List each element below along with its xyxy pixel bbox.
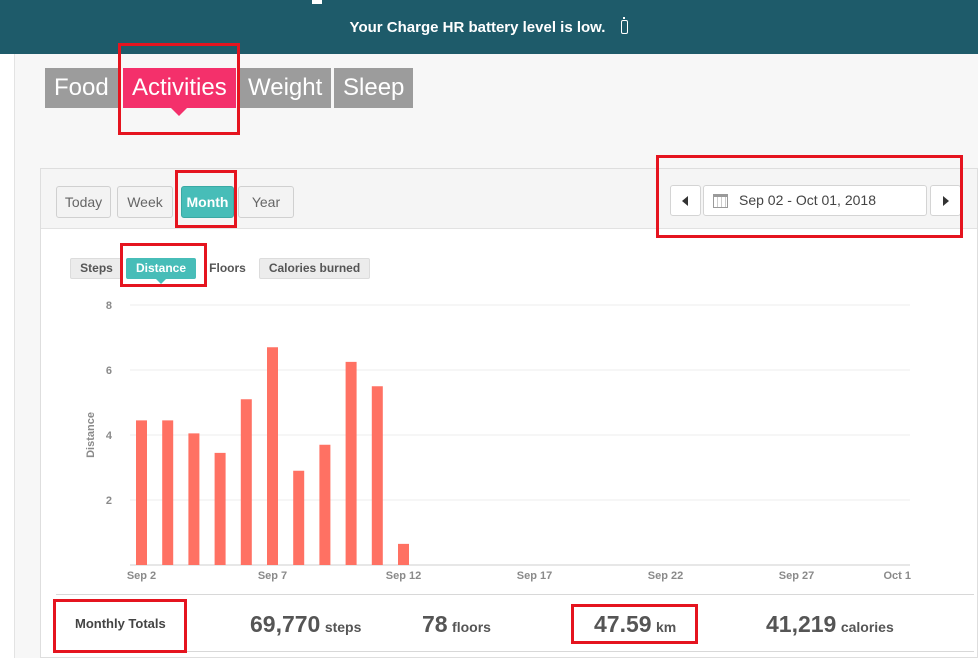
x-tick-label: Oct 1 — [883, 570, 911, 582]
floors-unit: floors — [452, 619, 491, 635]
previous-period-button[interactable] — [670, 185, 701, 216]
banner-message: Your Charge HR battery level is low. — [349, 18, 606, 36]
battery-banner: Your Charge HR battery level is low. — [0, 0, 978, 54]
panel-header: Today Week Month Year Sep 02 - Oct 01, 2… — [41, 169, 977, 229]
arrow-left-icon — [682, 196, 688, 206]
activity-panel: Today Week Month Year Sep 02 - Oct 01, 2… — [40, 168, 978, 658]
next-period-button[interactable] — [930, 185, 961, 216]
steps-total: 69,770 — [250, 611, 321, 637]
summary-floors: 78 floors — [422, 595, 491, 657]
banner-notch — [312, 0, 322, 4]
distance-bar — [136, 420, 147, 565]
distance-bar — [398, 543, 409, 565]
y-tick-label: 6 — [106, 365, 112, 377]
summary-calories: 41,219 calories — [766, 595, 894, 657]
monthly-summary: Monthly Totals 69,770 steps 78 floors 47… — [56, 594, 974, 652]
x-tick-label: Sep 7 — [258, 570, 287, 582]
distance-bar — [240, 399, 252, 565]
summary-steps: 69,770 steps — [250, 595, 361, 657]
y-axis-label: Distance — [85, 412, 97, 458]
distance-bar — [319, 444, 331, 565]
metric-steps-button[interactable]: Steps — [70, 258, 123, 279]
distance-bar — [345, 361, 357, 565]
range-month-button[interactable]: Month — [181, 186, 234, 218]
tab-activities[interactable]: Activities — [123, 68, 236, 116]
distance-unit: km — [656, 619, 677, 635]
floors-total: 78 — [422, 611, 448, 637]
range-year-button[interactable]: Year — [238, 186, 294, 218]
distance-bar — [188, 433, 200, 565]
metric-floors-button[interactable]: Floors — [209, 261, 246, 275]
battery-icon — [621, 17, 629, 34]
tab-weight[interactable]: Weight — [239, 68, 332, 108]
distance-bar — [293, 470, 305, 565]
y-tick-label: 2 — [106, 495, 112, 507]
range-week-button[interactable]: Week — [117, 186, 173, 218]
x-tick-label: Sep 12 — [386, 570, 421, 582]
metric-distance-button[interactable]: Distance — [126, 258, 196, 284]
arrow-right-icon — [943, 196, 949, 206]
monthly-totals-label: Monthly Totals — [75, 595, 166, 653]
calendar-icon — [713, 194, 728, 208]
distance-chart: 2 4 6 8 Distance Sep 2 Sep 7 Sep 12 Sep 17 Sep 22… — [85, 300, 911, 582]
summary-distance: 47.59 km — [594, 595, 676, 657]
date-range-picker[interactable]: Sep 02 - Oct 01, 2018 — [703, 185, 927, 216]
range-today-button[interactable]: Today — [56, 186, 111, 218]
distance-bar — [214, 452, 226, 565]
tab-food[interactable]: Food — [45, 68, 118, 108]
calories-total: 41,219 — [766, 611, 837, 637]
distance-bar — [162, 420, 174, 565]
summary-label-text: Monthly Totals — [75, 616, 166, 631]
date-range-label: Sep 02 - Oct 01, 2018 — [739, 192, 876, 208]
steps-unit: steps — [324, 619, 362, 635]
distance-bar — [371, 386, 383, 565]
distance-bar — [267, 347, 278, 565]
x-tick-label: Sep 17 — [517, 570, 552, 582]
x-tick-label: Sep 27 — [779, 570, 814, 582]
tab-sleep[interactable]: Sleep — [334, 68, 414, 108]
y-tick-label: 4 — [106, 430, 113, 442]
distance-total: 47.59 — [594, 611, 652, 637]
x-tick-label: Sep 2 — [127, 570, 156, 582]
x-tick-label: Sep 22 — [648, 570, 683, 582]
metric-calories-button[interactable]: Calories burned — [259, 258, 370, 279]
calories-unit: calories — [840, 619, 894, 635]
y-tick-label: 8 — [106, 300, 112, 312]
